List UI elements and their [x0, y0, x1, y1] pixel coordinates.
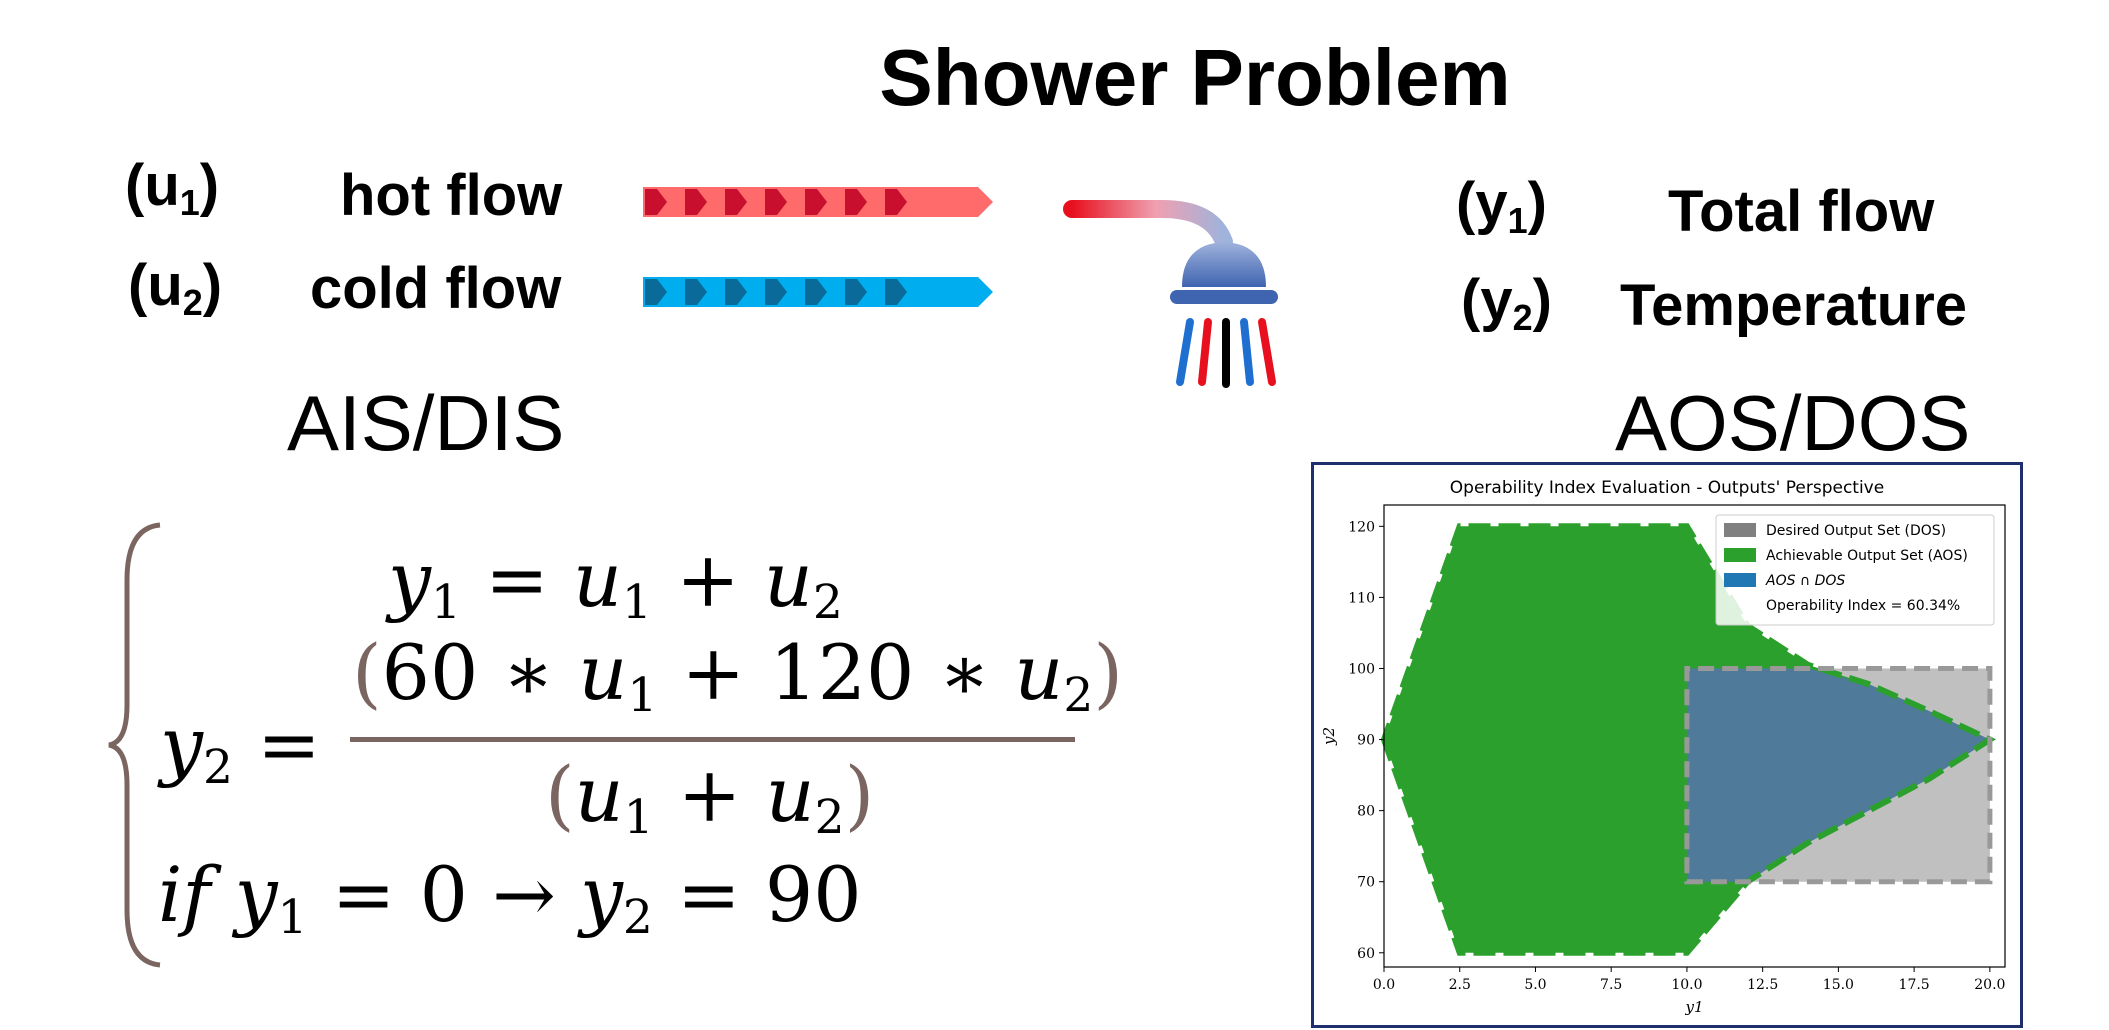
y-axis-label: y2: [1320, 727, 1338, 746]
y-tick-label: 120: [1348, 519, 1375, 535]
operability-chart: Operability Index Evaluation - Outputs' …: [1320, 478, 2006, 1016]
y-tick-label: 80: [1357, 804, 1375, 820]
output-2-variable: (y2): [1461, 268, 1552, 339]
cold-flow-arrow: [643, 277, 993, 307]
equation-temperature-denominator: (u1 + u2): [545, 750, 875, 845]
x-tick-label: 5.0: [1524, 977, 1546, 993]
legend-swatch: [1724, 523, 1756, 537]
shower-icon: [1063, 200, 1278, 388]
equation-total-flow: y1 = u1 + u2: [388, 535, 843, 630]
x-axis-label: y1: [1684, 998, 1703, 1016]
x-tick-label: 10.0: [1671, 977, 1702, 993]
fraction-bar: [350, 737, 1075, 742]
legend-swatch: [1724, 573, 1756, 587]
y-tick-label: 90: [1357, 733, 1375, 749]
input-set-label: AIS/DIS: [287, 379, 565, 467]
x-tick-label: 17.5: [1899, 977, 1930, 993]
x-tick-label: 20.0: [1974, 977, 2005, 993]
legend-box: [1715, 514, 1995, 626]
legend-label: Desired Output Set (DOS): [1766, 523, 1946, 539]
legend-swatch: [1724, 548, 1756, 562]
page-title: Shower Problem: [879, 33, 1511, 122]
y-tick-label: 100: [1348, 661, 1375, 677]
x-tick-label: 0.0: [1373, 977, 1395, 993]
legend-label: Operability Index = 60.34%: [1766, 598, 1960, 614]
output-1-label: Total flow: [1668, 179, 1935, 244]
y-tick-label: 110: [1348, 590, 1375, 606]
hot-flow-arrow: [643, 187, 993, 217]
equation-zero-flow-condition: if y1 = 0 → y2 = 90: [158, 850, 862, 945]
equation-temperature-lhs: y2 =: [160, 700, 321, 795]
legend-label: Achievable Output Set (AOS): [1766, 548, 1968, 564]
equation-temperature-numerator: (60 ∗ u1 + 120 ∗ u2): [352, 628, 1123, 723]
y-tick-label: 70: [1357, 875, 1375, 891]
plot-frame: [1383, 504, 2006, 968]
input-2-variable: (u2): [128, 253, 223, 324]
input-1-label: hot flow: [340, 163, 563, 228]
input-2-label: cold flow: [310, 256, 562, 321]
intersection-region: [1686, 668, 1990, 882]
equation-brace: [108, 522, 161, 968]
legend-label: AOS ∩ DOS: [1765, 573, 1845, 589]
x-tick-label: 7.5: [1600, 977, 1622, 993]
y-tick-label: 60: [1357, 946, 1375, 962]
chart-title: Operability Index Evaluation - Outputs' …: [1450, 478, 1884, 498]
output-2-label: Temperature: [1620, 273, 1968, 338]
output-1-variable: (y1): [1456, 171, 1547, 242]
x-tick-label: 2.5: [1449, 977, 1471, 993]
x-tick-label: 12.5: [1747, 977, 1778, 993]
operability-chart-frame: Operability Index Evaluation - Outputs' …: [1311, 462, 2023, 1028]
input-1-variable: (u1): [125, 153, 220, 224]
x-tick-label: 15.0: [1823, 977, 1854, 993]
output-set-label: AOS/DOS: [1615, 379, 1971, 467]
dos-boundary: [1684, 666, 1993, 885]
